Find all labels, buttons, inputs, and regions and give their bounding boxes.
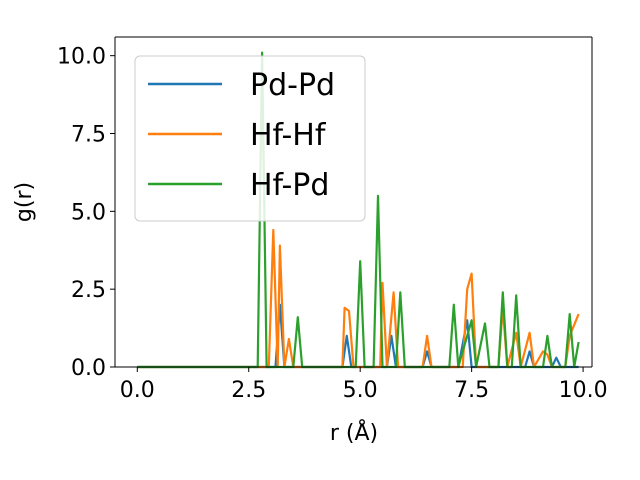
legend-label-hf-pd: Hf-Pd bbox=[250, 168, 329, 203]
y-tick-label: 0.0 bbox=[71, 356, 106, 381]
x-tick-label: 0.0 bbox=[120, 378, 155, 403]
legend-label-hf-hf: Hf-Hf bbox=[250, 118, 327, 153]
axes-layer bbox=[114, 36, 593, 368]
ticks-layer: 0.0 2.5 5.0 7.5 10.0 0.0 2.5 5.0 7.5 10.0 bbox=[57, 45, 608, 403]
x-tick-label: 7.5 bbox=[454, 378, 489, 403]
x-tick-label: 5.0 bbox=[343, 378, 378, 403]
y-tick-label: 7.5 bbox=[71, 123, 106, 148]
legend-label-pd-pd: Pd-Pd bbox=[250, 68, 335, 103]
y-tick-label: 5.0 bbox=[71, 200, 106, 225]
y-tick-label: 10.0 bbox=[57, 45, 106, 70]
y-axis-label: g(r) bbox=[12, 182, 37, 222]
x-tick-label: 10.0 bbox=[559, 378, 608, 403]
x-tick-label: 2.5 bbox=[231, 378, 266, 403]
y-tick-label: 2.5 bbox=[71, 278, 106, 303]
legend: Pd-Pd Hf-Hf Hf-Pd bbox=[134, 55, 366, 222]
legend-box bbox=[134, 55, 366, 222]
x-axis-label: r (Å) bbox=[330, 419, 378, 446]
